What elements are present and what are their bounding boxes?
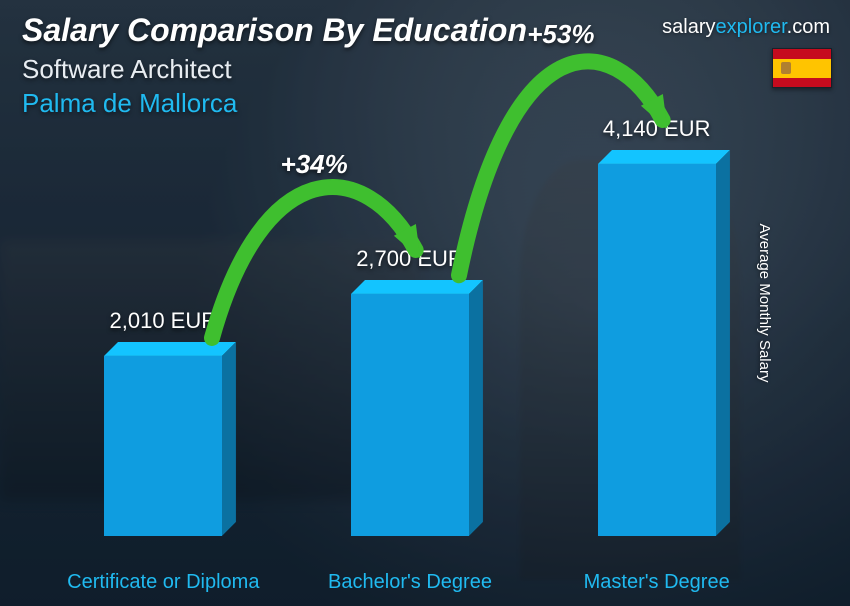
chart-subtitle: Software Architect bbox=[22, 54, 232, 85]
bar bbox=[598, 164, 716, 536]
chart-title: Salary Comparison By Education bbox=[22, 12, 527, 49]
flag-stripe-bottom bbox=[773, 78, 831, 88]
bar bbox=[104, 356, 222, 536]
bar bbox=[351, 294, 469, 536]
chart-area: 2,010 EUR Certificate or Diploma 2,700 EUR… bbox=[60, 120, 800, 596]
chart-canvas: Salary Comparison By Education Software … bbox=[0, 0, 850, 606]
bar-category-label: Master's Degree bbox=[557, 571, 757, 594]
bar-value-label: 4,140 EUR bbox=[557, 116, 757, 142]
percent-increase-label: +34% bbox=[281, 149, 348, 180]
brand-prefix: salary bbox=[662, 16, 715, 38]
brand-suffix: .com bbox=[787, 16, 830, 38]
bar-category-label: Certificate or Diploma bbox=[63, 571, 263, 594]
brand-watermark: salaryexplorer.com bbox=[662, 16, 830, 39]
flag-stripe-top bbox=[773, 49, 831, 59]
chart-location: Palma de Mallorca bbox=[22, 88, 237, 119]
flag-coat-icon bbox=[781, 62, 791, 74]
bar-category-label: Bachelor's Degree bbox=[310, 571, 510, 594]
flag-stripe-mid bbox=[773, 59, 831, 78]
brand-accent: explorer bbox=[716, 16, 787, 38]
bar-value-label: 2,010 EUR bbox=[63, 308, 263, 334]
plot-area: 2,010 EURCertificate or Diploma2,700 EUR… bbox=[60, 120, 800, 536]
percent-increase-label: +53% bbox=[527, 19, 594, 50]
bar-value-label: 2,700 EUR bbox=[310, 246, 510, 272]
country-flag-icon bbox=[772, 48, 832, 88]
